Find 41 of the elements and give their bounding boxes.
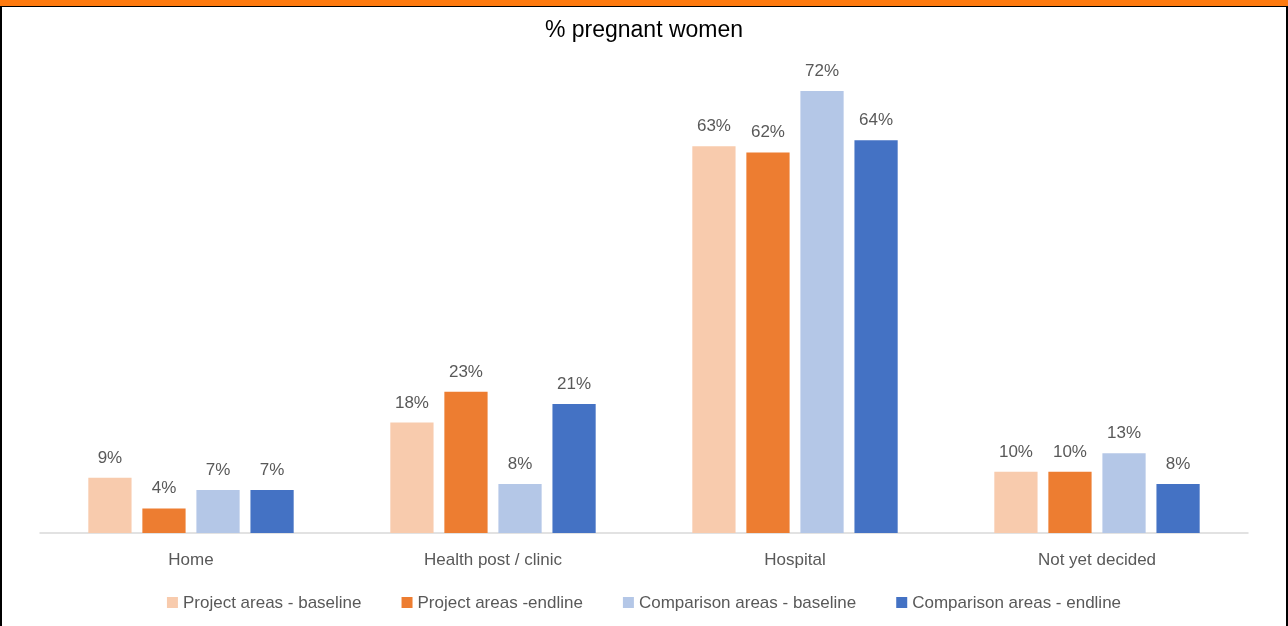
bar (552, 404, 596, 533)
legend-label: Comparison areas - baseline (638, 593, 857, 612)
x-tick-label: Home (168, 550, 214, 569)
x-tick-label: Health post / clinic (424, 550, 563, 569)
data-label: 18% (394, 392, 429, 412)
bar (994, 471, 1038, 533)
bar (142, 508, 186, 533)
data-label: 63% (696, 116, 731, 136)
bar (390, 422, 434, 533)
bar (854, 140, 898, 533)
bar (800, 91, 844, 533)
legend-label: Project areas -endline (417, 593, 583, 612)
data-label: 64% (859, 110, 894, 130)
bar (88, 477, 132, 533)
legend-label: Project areas - baseline (182, 593, 362, 612)
x-tick-label: Not yet decided (1037, 550, 1157, 569)
data-label: 4% (151, 478, 177, 498)
bar (1156, 483, 1200, 533)
data-label: 21% (557, 374, 592, 394)
data-label: 7% (205, 460, 231, 480)
bar (498, 483, 542, 533)
data-label: 72% (805, 61, 840, 81)
data-label: 23% (448, 361, 483, 381)
bar (1102, 453, 1146, 533)
bar (444, 391, 488, 533)
bar (692, 146, 736, 533)
data-label: 10% (998, 441, 1033, 461)
bar (250, 490, 294, 533)
data-label: 9% (97, 447, 123, 467)
bar (196, 490, 240, 533)
x-tick-label: Hospital (764, 550, 826, 569)
data-label: 10% (1052, 441, 1087, 461)
data-label: 62% (750, 122, 785, 142)
bar (746, 152, 790, 533)
chart-title: % pregnant women (544, 15, 744, 42)
data-label: 8% (507, 453, 533, 473)
bar (1048, 471, 1092, 533)
data-label: 13% (1107, 423, 1142, 443)
data-label: 7% (259, 460, 285, 480)
legend-label: Comparison areas - endline (912, 593, 1122, 612)
data-label: 8% (1165, 453, 1191, 473)
